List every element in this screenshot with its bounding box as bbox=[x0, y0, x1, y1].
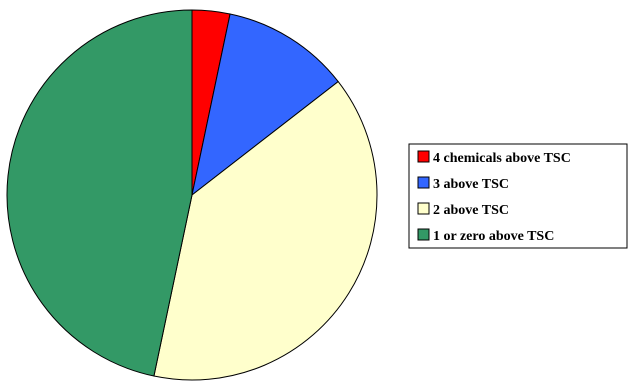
pie-slice-2 bbox=[191, 13, 339, 197]
legend-label-3: 2 above TSC bbox=[433, 203, 509, 218]
pie-slice-3 bbox=[153, 80, 378, 381]
legend-swatch-3 bbox=[417, 202, 430, 215]
legend-label-1: 4 chemicals above TSC bbox=[433, 151, 571, 166]
legend: 4 chemicals above TSC 3 above TSC 2 above … bbox=[408, 143, 628, 249]
legend-swatch-2 bbox=[417, 176, 430, 189]
legend-label-4: 1 or zero above TSC bbox=[433, 229, 554, 244]
legend-swatch-4 bbox=[417, 228, 430, 241]
pie-slice-4 bbox=[6, 9, 193, 377]
legend-label-2: 3 above TSC bbox=[433, 177, 509, 192]
legend-frame bbox=[408, 143, 628, 249]
legend-swatch-1 bbox=[417, 150, 430, 163]
pie-slices bbox=[6, 9, 378, 381]
